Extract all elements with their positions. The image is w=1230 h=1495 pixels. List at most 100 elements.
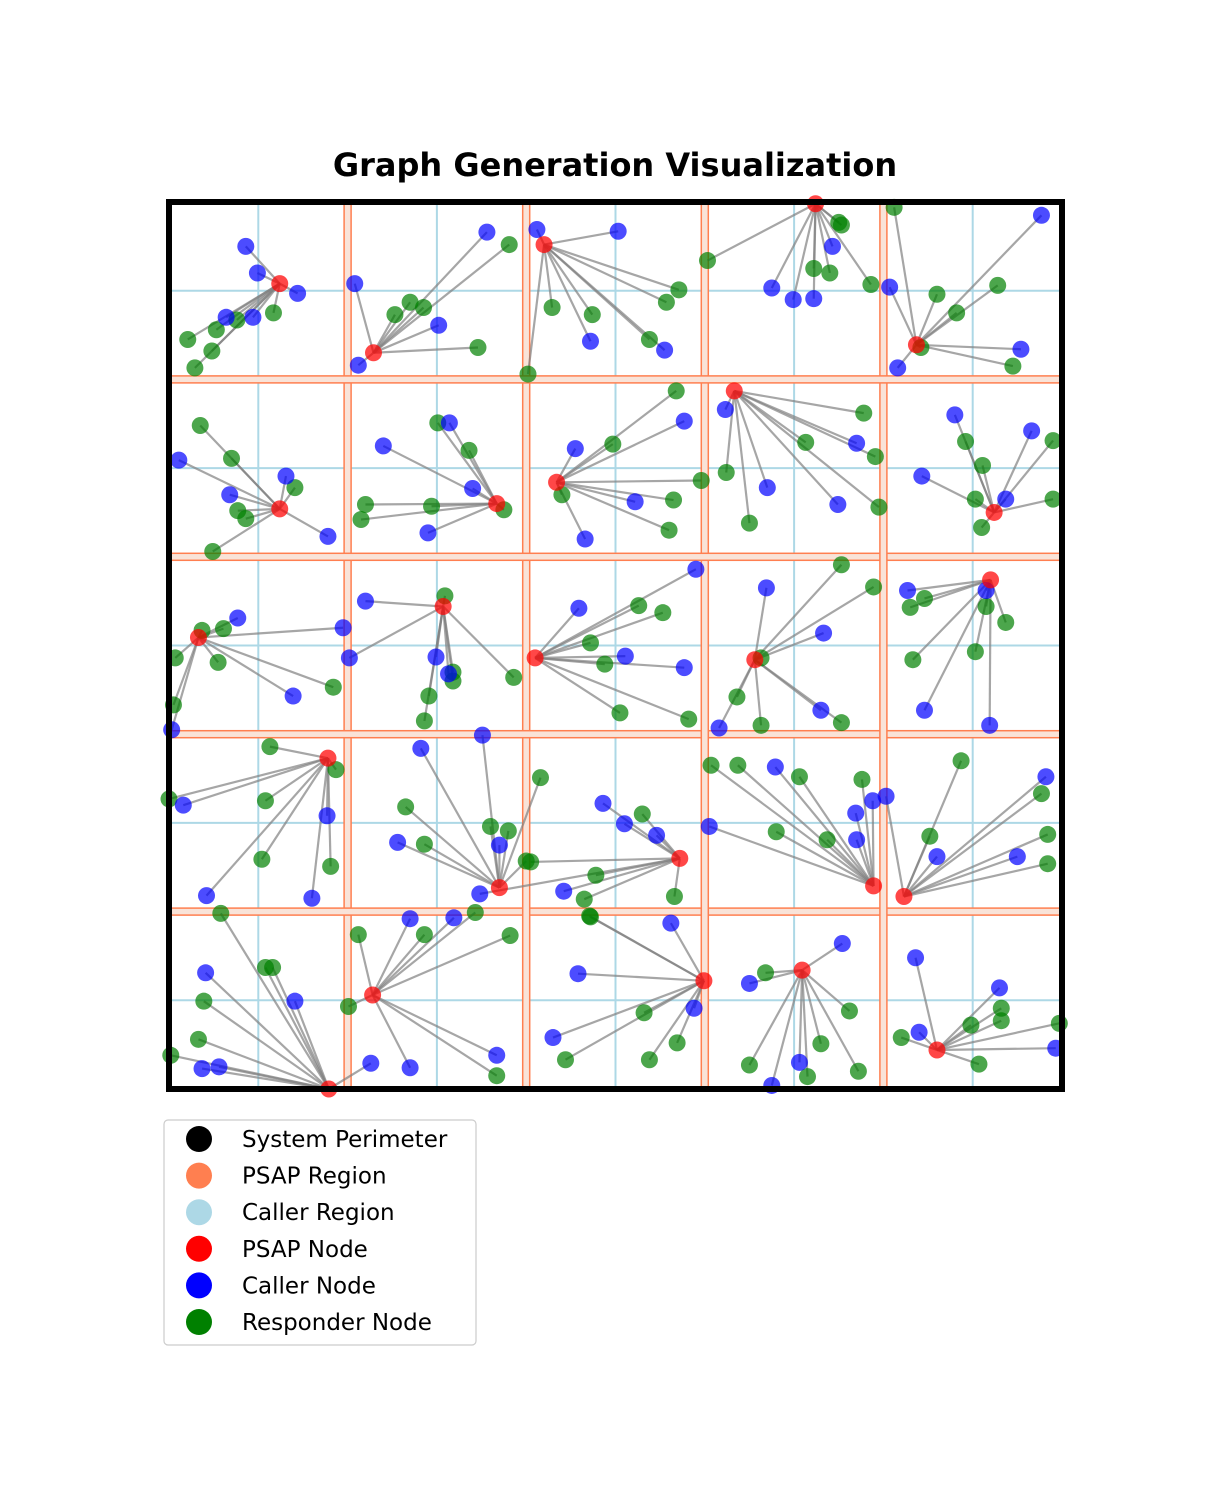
psap-edge: [534, 641, 591, 659]
psap-node: [364, 344, 382, 362]
psap-edge: [534, 604, 640, 659]
psap-region-band: [168, 552, 1063, 562]
caller-node: [829, 495, 847, 513]
responder-node: [587, 866, 605, 884]
responder-node: [1039, 855, 1057, 873]
responder-node: [740, 514, 758, 532]
psap-edge: [577, 972, 704, 982]
psap-edge: [669, 922, 705, 982]
psap-node: [928, 1041, 946, 1059]
psap-node: [434, 597, 452, 615]
responder-node: [757, 964, 775, 982]
psap-edge: [534, 656, 690, 721]
caller-node: [566, 440, 584, 458]
psap-edge: [993, 498, 1054, 514]
psap-edge: [556, 479, 702, 484]
caller-node: [286, 992, 304, 1010]
psap-edge: [373, 346, 479, 354]
caller-node: [289, 284, 307, 302]
psap-edge: [203, 1000, 330, 1090]
responder-node: [386, 306, 404, 324]
psap-edge: [936, 1019, 1002, 1051]
responder-node: [531, 769, 549, 787]
psap-edge: [753, 564, 843, 661]
psap-edge: [229, 493, 281, 510]
psap-node: [548, 473, 566, 491]
psap-edge: [749, 969, 803, 985]
psap-edge: [357, 934, 374, 996]
psap-edge: [936, 1047, 1056, 1052]
legend-label: Responder Node: [242, 1310, 432, 1336]
caller-node: [356, 592, 374, 610]
psap-node: [535, 236, 553, 254]
psap-edge: [534, 568, 697, 659]
caller-node: [277, 467, 295, 485]
caller-node: [445, 909, 463, 927]
psap-edge: [916, 343, 1021, 351]
responder-node: [668, 1034, 686, 1052]
caller-node: [174, 796, 192, 814]
caller-node: [555, 882, 573, 900]
psap-edge: [353, 283, 375, 354]
psap-edge: [798, 970, 804, 1063]
caller-node: [198, 887, 216, 905]
caller-node: [848, 434, 866, 452]
psap-edge: [914, 957, 939, 1051]
psap-edge: [753, 587, 768, 660]
nodes: [160, 195, 1068, 1098]
psap-node: [271, 500, 289, 518]
psap-edge: [556, 481, 670, 532]
responder-node: [256, 792, 274, 810]
psap-edge: [903, 862, 1048, 898]
caller-node: [389, 833, 407, 851]
plot-area: [160, 195, 1068, 1098]
psap-region-band: [343, 201, 352, 1090]
responder-node: [992, 1012, 1010, 1030]
caller-node: [221, 486, 239, 504]
psap-edge: [903, 792, 1043, 898]
responder-node: [339, 998, 357, 1016]
psap-edge: [543, 244, 592, 342]
psap-edge: [182, 757, 329, 807]
caller-node: [193, 1060, 211, 1078]
caller-node: [464, 480, 482, 498]
psap-edge: [912, 579, 992, 661]
caller-node: [675, 412, 693, 430]
responder-node: [997, 613, 1015, 631]
psap-edge: [371, 911, 476, 996]
responder-node: [832, 216, 850, 234]
psap-edge: [915, 293, 938, 346]
responder-node: [862, 275, 880, 293]
caller-node: [419, 524, 437, 542]
responder-node: [752, 716, 770, 734]
responder-node: [1044, 432, 1062, 450]
psap-edge: [903, 855, 938, 898]
responder-node: [904, 651, 922, 669]
responder-node: [500, 236, 518, 254]
psap-edge: [372, 993, 498, 1057]
psap-region-band: [168, 729, 1063, 739]
psap-edge: [801, 969, 860, 1072]
caller-node: [528, 220, 546, 238]
caller-node: [544, 1029, 562, 1047]
psap-edge: [198, 1038, 330, 1091]
caller-node: [990, 979, 1008, 997]
caller-node: [716, 401, 734, 419]
responder-node: [324, 678, 342, 696]
legend-marker: [186, 1272, 212, 1299]
psap-edge: [371, 933, 426, 996]
psap-edge: [212, 507, 281, 553]
caller-node: [440, 665, 458, 683]
responder-node: [264, 958, 282, 976]
responder-node: [901, 598, 919, 616]
psap-edge: [733, 390, 769, 488]
responder-node: [821, 264, 839, 282]
psap-edge: [310, 758, 330, 899]
responder-node: [611, 704, 629, 722]
responder-node: [915, 589, 933, 607]
legend-marker: [186, 1235, 212, 1262]
caller-node: [349, 356, 367, 374]
responder-node: [973, 519, 991, 537]
caller-node: [1008, 848, 1026, 866]
